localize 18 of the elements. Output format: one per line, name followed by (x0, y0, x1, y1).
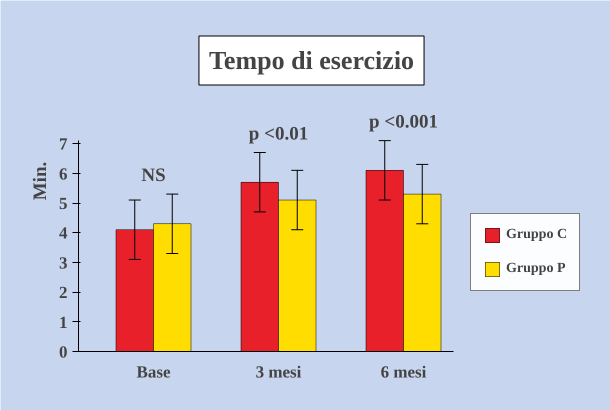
legend-label: Gruppo P (506, 261, 566, 277)
text: p <0.001 (369, 112, 438, 133)
chart-title: Tempo di esercizio (208, 46, 414, 75)
annotation: p <0.01 (248, 124, 308, 145)
x-tick-label: 6 mesi (380, 362, 427, 382)
y-tick-label: 5 (59, 194, 68, 213)
y-tick-label: 0 (59, 342, 68, 362)
y-tick-label: 4 (59, 224, 68, 243)
x-tick-label: 3 mesi (256, 362, 302, 382)
y-tick-label: 2 (59, 283, 68, 302)
y-tick-label: 6 (59, 164, 68, 184)
x-tick-label: Base (136, 362, 171, 382)
y-tick-label: 1 (59, 312, 68, 332)
legend-label: Gruppo C (506, 227, 568, 243)
y-tick-label: 7 (59, 134, 68, 154)
annotation: NS (141, 165, 166, 186)
y-tick-label: 3 (59, 253, 68, 272)
y-axis-title: Min. (30, 162, 51, 200)
